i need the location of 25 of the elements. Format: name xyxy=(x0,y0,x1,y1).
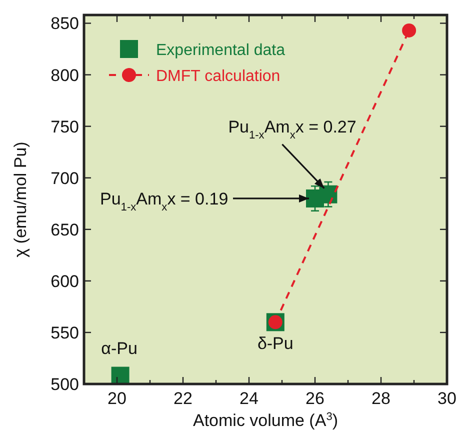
y-tick-label: 650 xyxy=(50,220,79,240)
x-tick-label: 30 xyxy=(438,389,456,408)
legend-label: Experimental data xyxy=(156,42,286,59)
annotation: δ-Pu xyxy=(257,334,294,354)
x-tick-label: 26 xyxy=(306,389,324,408)
y-tick-label: 500 xyxy=(50,375,79,394)
point xyxy=(402,23,416,38)
annotation: Pu$_{1-x}$Am$_{x}$x = 0.27 xyxy=(228,117,356,142)
y-tick-label: 750 xyxy=(50,117,79,136)
legend-label: DMFT calculation xyxy=(156,68,280,85)
y-axis-title: χ (emu/mol Pu) xyxy=(11,142,30,258)
annotation: Pu$_{1-x}$Am$_{x}$x = 0.19 xyxy=(100,189,228,214)
y-tick-label: 600 xyxy=(50,272,79,291)
point xyxy=(319,185,338,204)
x-tick-label: 22 xyxy=(174,389,192,408)
x-axis-title: Atomic volume (A$^{3}$) xyxy=(192,411,338,430)
x-tick-label: 24 xyxy=(240,389,258,408)
y-tick-label: 700 xyxy=(50,168,79,188)
y-tick-label: 550 xyxy=(50,323,79,342)
x-tick-label: 28 xyxy=(372,389,390,408)
annotation: α-Pu xyxy=(101,338,138,358)
y-tick-label: 850 xyxy=(50,14,79,34)
point xyxy=(111,366,130,385)
x-tick-label: 20 xyxy=(108,389,126,408)
y-tick-label: 800 xyxy=(50,66,79,85)
